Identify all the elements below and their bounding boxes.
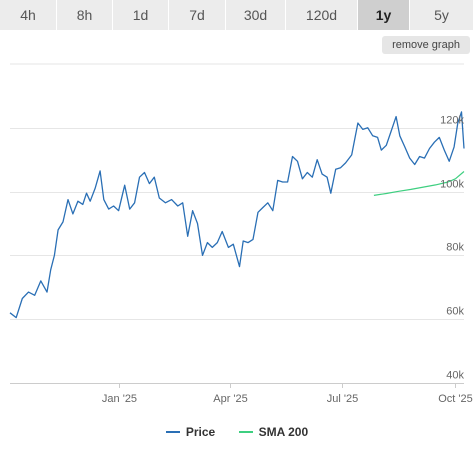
remove-graph-button[interactable]: remove graph xyxy=(382,36,470,54)
tab-30d[interactable]: 30d xyxy=(226,0,286,30)
tab-120d[interactable]: 120d xyxy=(286,0,358,30)
y-tick-label: 100k xyxy=(440,179,464,191)
x-tick-label: Jan '25 xyxy=(102,393,137,405)
chart-legend: Price SMA 200 xyxy=(0,422,474,439)
x-tick-label: Apr '25 xyxy=(213,393,248,405)
chart-grid xyxy=(10,63,464,384)
x-axis: Jan '25 Apr '25 Jul '25 Oct '25 xyxy=(10,383,473,405)
timeframe-tabs: 4h 8h 1d 7d 30d 120d 1y 5y xyxy=(0,0,474,30)
tab-8h[interactable]: 8h xyxy=(57,0,113,30)
y-tick-label: 60k xyxy=(446,306,464,318)
y-tick-label: 120k xyxy=(440,115,464,127)
x-tick-label: Oct '25 xyxy=(438,393,473,405)
sma-200-series-line xyxy=(373,171,465,196)
price-series-line xyxy=(9,111,465,319)
legend-label-price: Price xyxy=(185,425,216,439)
tab-1y[interactable]: 1y xyxy=(358,0,410,30)
tab-1d[interactable]: 1d xyxy=(113,0,169,30)
sma-line-swatch xyxy=(238,431,253,433)
y-tick-label: 40k xyxy=(446,370,464,382)
x-tick-label: Jul '25 xyxy=(327,393,358,405)
chart-series xyxy=(9,111,465,319)
y-axis: 40k 60k 80k 100k 120k xyxy=(440,115,464,382)
y-tick-label: 80k xyxy=(446,242,464,254)
price-line-swatch xyxy=(165,431,180,433)
tab-5y[interactable]: 5y xyxy=(410,0,474,30)
legend-item-sma[interactable]: SMA 200 xyxy=(238,425,309,439)
legend-label-sma: SMA 200 xyxy=(258,425,309,439)
tab-7d[interactable]: 7d xyxy=(169,0,226,30)
tab-4h[interactable]: 4h xyxy=(0,0,57,30)
legend-item-price[interactable]: Price xyxy=(165,425,216,439)
